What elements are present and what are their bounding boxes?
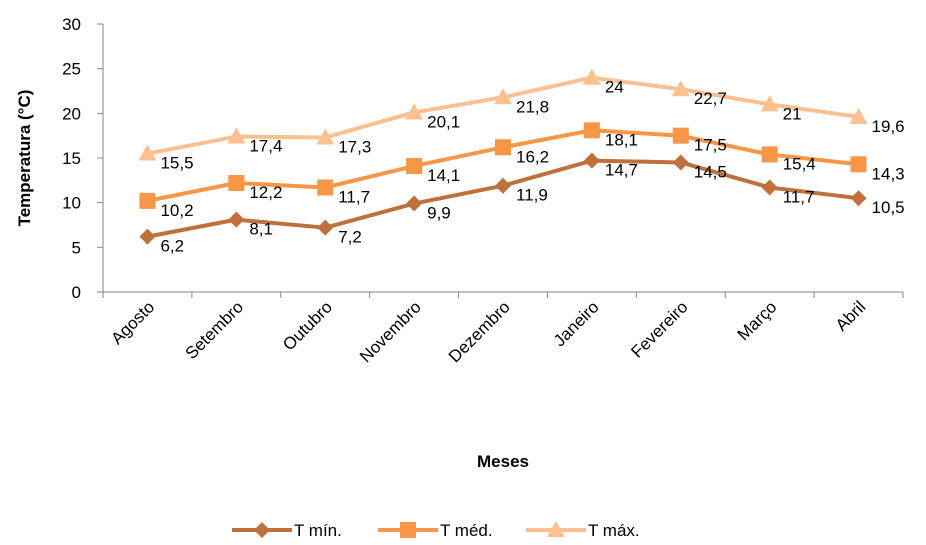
data-label: 14,7 (605, 161, 638, 180)
data-label: 7,2 (338, 228, 362, 247)
data-point (850, 190, 867, 207)
data-point (228, 211, 245, 228)
data-point (494, 88, 512, 105)
data-label: 17,3 (338, 137, 371, 156)
data-point (139, 192, 156, 209)
data-point (761, 179, 778, 196)
data-point (583, 152, 600, 169)
y-tick-label: 30 (62, 15, 81, 34)
x-tick-label: Fevereiro (627, 297, 691, 361)
data-label: 15,4 (783, 154, 816, 173)
x-tick-label: Abril (832, 297, 869, 334)
data-labels: 6,2 8,1 7,2 9,9 11,9 14,7 14,5 11,7 10,5 10,2 12,2… (160, 78, 904, 256)
x-tick-label: Novembro (356, 297, 425, 366)
y-tick-label: 10 (62, 194, 81, 213)
legend-marker (547, 521, 565, 537)
data-label: 11,7 (338, 187, 370, 206)
x-axis-title: Meses (477, 452, 529, 471)
data-label: 18,1 (605, 130, 638, 149)
data-label: 22,7 (694, 89, 727, 108)
data-label: 8,1 (249, 220, 273, 239)
data-point (138, 144, 157, 161)
data-label: 24 (605, 78, 624, 97)
data-point (760, 95, 779, 112)
data-point (761, 146, 778, 163)
data-label: 21,8 (516, 97, 549, 116)
data-label: 9,9 (427, 204, 451, 223)
legend-item: T máx. (526, 521, 640, 540)
y-axis-ticks: 0 5 10 15 20 25 30 (62, 15, 103, 302)
data-point (849, 107, 868, 124)
data-label: 17,4 (249, 137, 282, 156)
data-label: 16,2 (516, 147, 549, 166)
data-point (405, 103, 424, 120)
x-tick-label: Agosto (107, 297, 158, 348)
data-label: 14,5 (694, 162, 727, 181)
data-label: 11,7 (783, 187, 815, 206)
legend: T mín. T méd. T máx. (232, 521, 640, 540)
series-3 (138, 68, 868, 161)
y-tick-label: 20 (62, 104, 81, 123)
data-label: 19,6 (872, 117, 905, 136)
y-tick-label: 25 (62, 60, 81, 79)
data-point (672, 154, 689, 171)
data-label: 17,5 (694, 136, 727, 155)
y-axis-title: Temperatura (°C) (15, 90, 34, 227)
data-point (406, 195, 423, 212)
data-label: 15,5 (160, 154, 193, 173)
data-point (316, 128, 335, 145)
data-label: 20,1 (427, 112, 460, 131)
data-point (671, 80, 690, 97)
y-tick-label: 5 (72, 238, 81, 257)
series-2 (139, 122, 867, 209)
data-point (406, 158, 423, 175)
data-point (228, 175, 245, 192)
legend-item: T méd. (378, 521, 493, 540)
legend-item: T mín. (232, 521, 342, 540)
data-point (227, 127, 246, 144)
data-label: 10,5 (872, 198, 905, 217)
y-tick-label: 0 (72, 283, 81, 302)
data-label: 11,9 (516, 186, 548, 205)
legend-label: T máx. (588, 521, 640, 540)
series-1 (139, 152, 867, 245)
x-tick-label: Outubro (279, 297, 336, 354)
data-label: 14,3 (872, 164, 905, 183)
data-label: 10,2 (160, 201, 193, 220)
data-point (583, 122, 600, 139)
legend-label: T méd. (440, 521, 493, 540)
data-point (317, 219, 334, 236)
legend-label: T mín. (294, 521, 342, 540)
data-label: 12,2 (249, 183, 282, 202)
x-tick-label: Março (734, 297, 781, 344)
data-label: 6,2 (160, 237, 184, 256)
x-tick-label: Setembro (182, 297, 248, 363)
plot-area (138, 68, 868, 245)
data-point (139, 228, 156, 245)
x-axis-ticks: Agosto Setembro Outubro Novembro Dezembro Jan… (102, 292, 904, 366)
x-tick-label: Dezembro (445, 297, 514, 366)
data-point (850, 156, 867, 173)
data-label: 21 (783, 104, 802, 123)
y-tick-label: 15 (62, 149, 81, 168)
data-point (495, 177, 511, 194)
data-point (317, 179, 334, 196)
data-point (495, 139, 511, 156)
legend-marker (400, 522, 416, 538)
data-point (672, 127, 689, 144)
legend-marker (254, 522, 270, 538)
x-tick-label: Janeiro (550, 297, 603, 350)
data-label: 14,1 (427, 166, 460, 185)
data-point (582, 68, 601, 85)
